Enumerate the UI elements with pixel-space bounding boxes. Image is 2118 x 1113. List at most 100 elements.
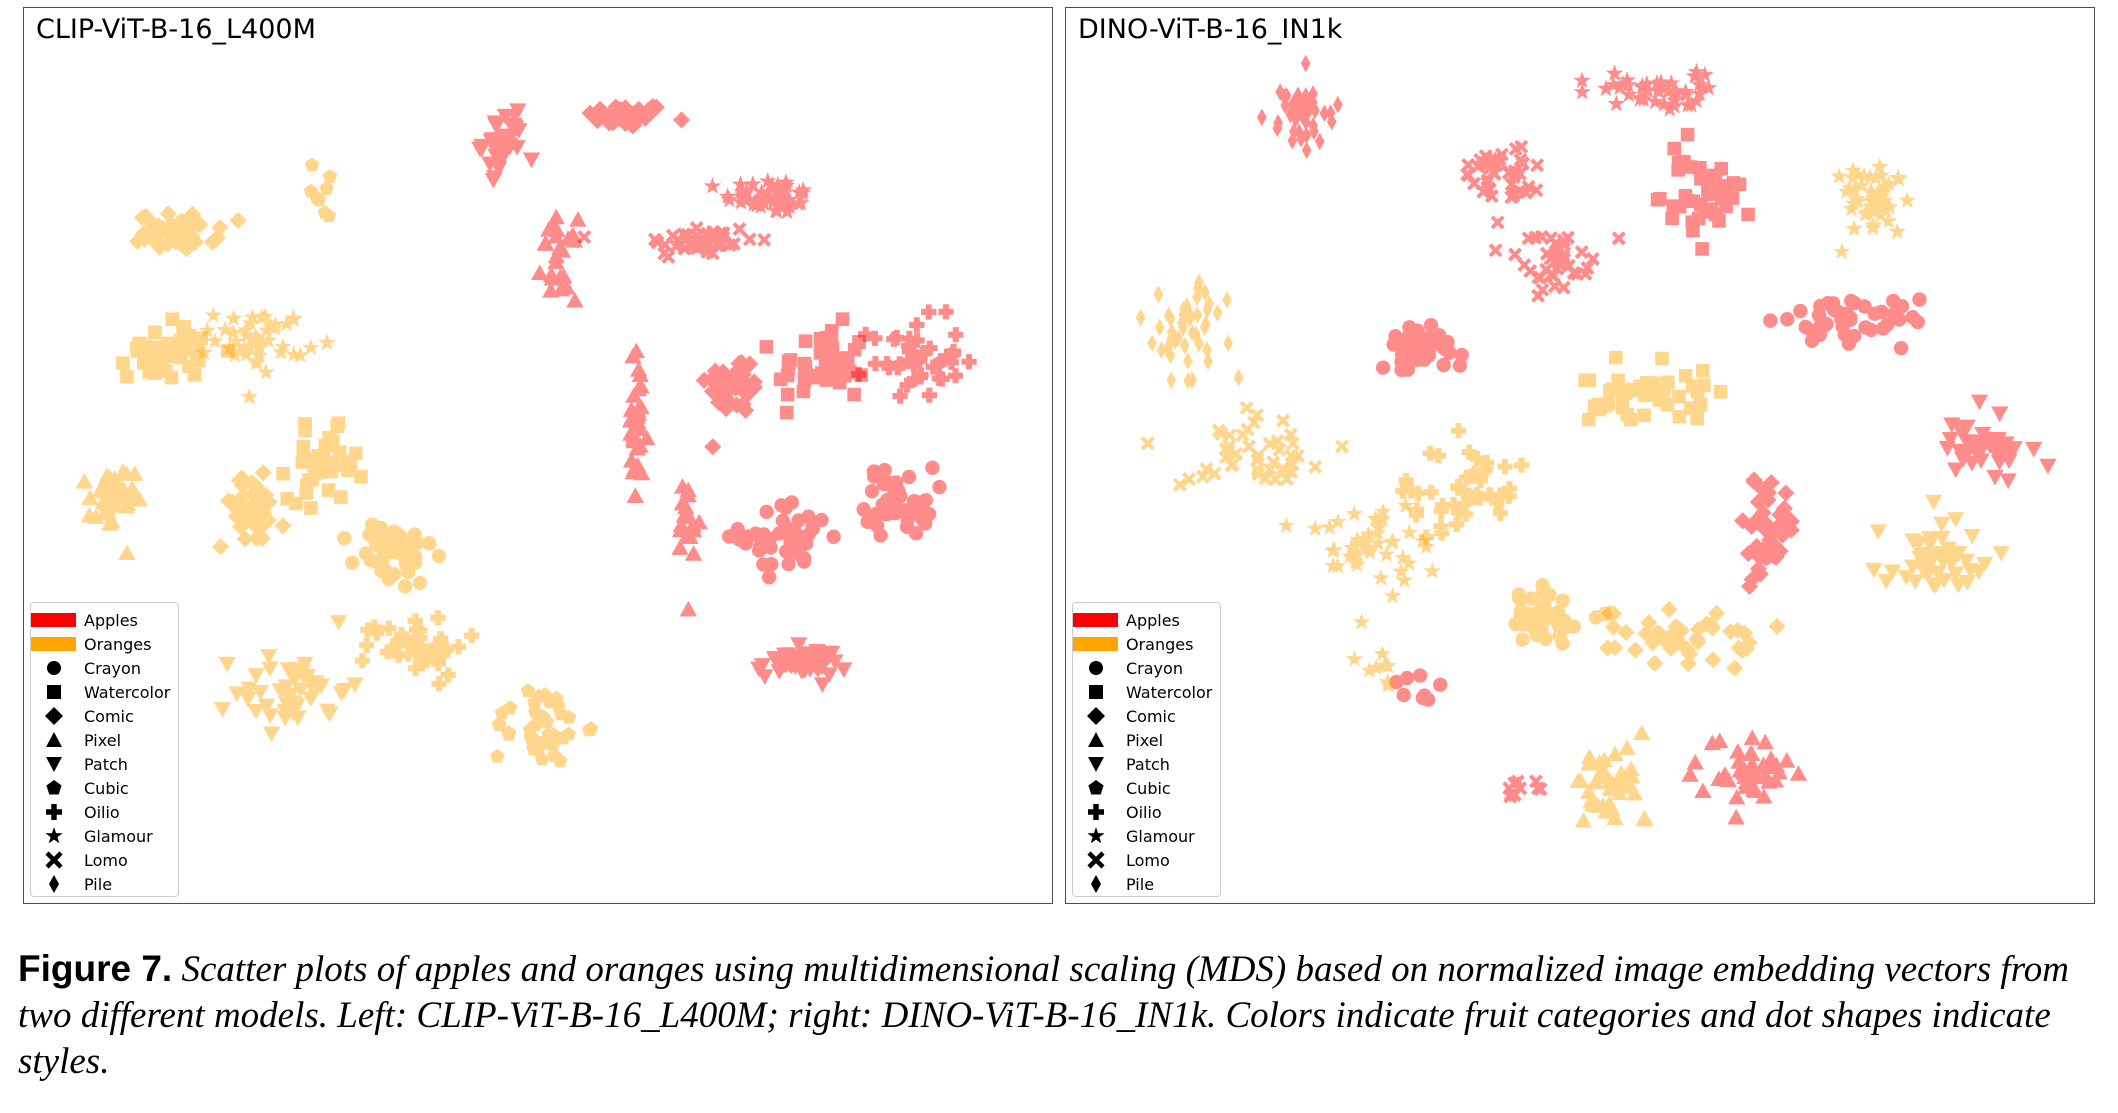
cluster-oranges-glamour [1830, 157, 1917, 260]
data-point-apples-comic [1751, 544, 1769, 563]
data-point-oranges-crayon [1559, 619, 1574, 635]
data-point-apples-crayon [738, 536, 754, 551]
data-point-oranges-glamour [1830, 167, 1848, 184]
data-point-apples-pixel [542, 282, 560, 298]
data-point-apples-crayon [1394, 362, 1409, 378]
data-point-apples-patch [1999, 473, 2017, 489]
data-point-apples-pixel [625, 427, 643, 444]
data-point-oranges-oilio [359, 637, 375, 653]
data-point-oranges-watercolor [1693, 398, 1708, 412]
data-point-oranges-crayon [381, 571, 397, 587]
data-point-oranges-glamour [1324, 556, 1342, 574]
cluster-apples-watercolor [1650, 127, 1755, 256]
data-point-apples-patch [786, 659, 804, 676]
data-point-apples-comic [734, 355, 752, 373]
data-point-oranges-watercolor [173, 350, 188, 365]
data-point-oranges-watercolor [1652, 384, 1666, 398]
data-point-apples-watercolor [838, 368, 852, 383]
data-point-oranges-comic [247, 518, 265, 536]
data-point-oranges-comic [244, 512, 262, 530]
data-point-oranges-glamour [231, 342, 249, 360]
data-point-oranges-cubic [581, 722, 597, 737]
data-point-apples-glamour [1652, 73, 1670, 90]
data-point-apples-comic [703, 382, 722, 400]
data-point-oranges-patch [1903, 559, 1922, 576]
data-point-apples-pile [1275, 83, 1286, 101]
data-point-apples-crayon [897, 503, 913, 518]
data-point-oranges-pixel [1580, 748, 1599, 765]
data-point-apples-lomo [1506, 170, 1521, 185]
data-point-apples-crayon [908, 526, 924, 541]
data-point-oranges-pixel [1589, 797, 1608, 813]
data-point-oranges-comic [228, 509, 247, 527]
data-point-apples-pixel [1744, 760, 1762, 777]
data-point-oranges-glamour [1345, 649, 1364, 667]
data-point-apples-pile [1272, 119, 1283, 138]
data-point-oranges-glamour [240, 337, 258, 355]
data-point-oranges-patch [1935, 546, 1954, 562]
data-point-apples-comic [1742, 517, 1761, 536]
data-point-apples-pixel [536, 234, 555, 251]
data-point-apples-pixel [1770, 763, 1788, 780]
data-point-oranges-watercolor [323, 438, 337, 453]
data-point-oranges-crayon [393, 529, 408, 544]
data-point-apples-crayon [925, 460, 940, 475]
data-point-oranges-watercolor [141, 350, 156, 364]
data-point-oranges-patch [305, 684, 323, 701]
data-point-apples-comic [738, 358, 756, 376]
data-point-apples-lomo [1531, 270, 1546, 285]
data-point-apples-oilio [913, 367, 929, 383]
data-point-apples-lomo [1580, 261, 1595, 276]
data-point-apples-patch [1954, 427, 1972, 444]
data-point-apples-watercolor [1708, 207, 1723, 222]
data-point-apples-crayon [908, 494, 923, 509]
data-point-apples-lomo [757, 232, 772, 247]
data-point-oranges-patch [1877, 573, 1895, 590]
data-point-apples-pixel [565, 231, 584, 248]
data-point-apples-comic [1756, 549, 1775, 567]
data-point-apples-watercolor [825, 341, 840, 355]
data-point-apples-crayon [888, 505, 903, 521]
data-point-oranges-pile [1135, 308, 1146, 327]
data-point-apples-pile [1280, 96, 1291, 115]
data-point-oranges-pile [1181, 301, 1192, 320]
data-point-apples-lomo [1529, 183, 1544, 198]
data-point-oranges-crayon [1532, 622, 1548, 638]
data-point-oranges-watercolor [1620, 407, 1635, 422]
data-point-oranges-glamour [1369, 518, 1388, 535]
data-point-apples-crayon [1402, 320, 1417, 335]
data-point-apples-comic [1754, 504, 1772, 522]
data-point-oranges-glamour [1869, 183, 1887, 201]
data-point-oranges-glamour [1400, 523, 1419, 540]
data-point-oranges-oilio [1450, 422, 1467, 439]
data-point-apples-pixel [681, 528, 699, 545]
data-point-apples-lomo [694, 232, 709, 247]
data-point-oranges-crayon [375, 555, 390, 571]
data-point-oranges-cubic [524, 732, 540, 746]
data-point-oranges-oilio [414, 656, 430, 672]
data-point-apples-crayon [740, 529, 756, 544]
data-point-oranges-glamour [259, 331, 278, 349]
data-point-apples-lomo [1488, 243, 1503, 258]
data-point-apples-pixel [1745, 780, 1763, 797]
data-point-apples-patch [499, 133, 517, 150]
data-point-oranges-comic [1688, 630, 1706, 648]
data-point-apples-watercolor [819, 373, 833, 387]
data-point-apples-lomo [1476, 184, 1491, 199]
data-point-oranges-oilio [369, 625, 385, 641]
legend-item-oilio: Oilio [1073, 800, 1220, 824]
legend-item-apples: Apples [1073, 608, 1220, 632]
data-point-oranges-comic [148, 227, 167, 245]
data-point-oranges-crayon [1530, 615, 1545, 631]
data-point-oranges-pile [1233, 368, 1244, 387]
data-point-apples-crayon [1410, 352, 1425, 367]
data-point-apples-lomo [1484, 189, 1499, 204]
data-point-oranges-glamour [247, 351, 266, 369]
data-point-apples-pixel [547, 253, 565, 270]
data-point-oranges-comic [178, 240, 196, 258]
data-point-apples-pixel [1743, 745, 1761, 761]
data-point-apples-patch [798, 648, 816, 665]
data-point-oranges-oilio [1433, 503, 1449, 519]
data-point-oranges-comic [1658, 634, 1676, 652]
data-point-apples-pile [1257, 108, 1267, 127]
